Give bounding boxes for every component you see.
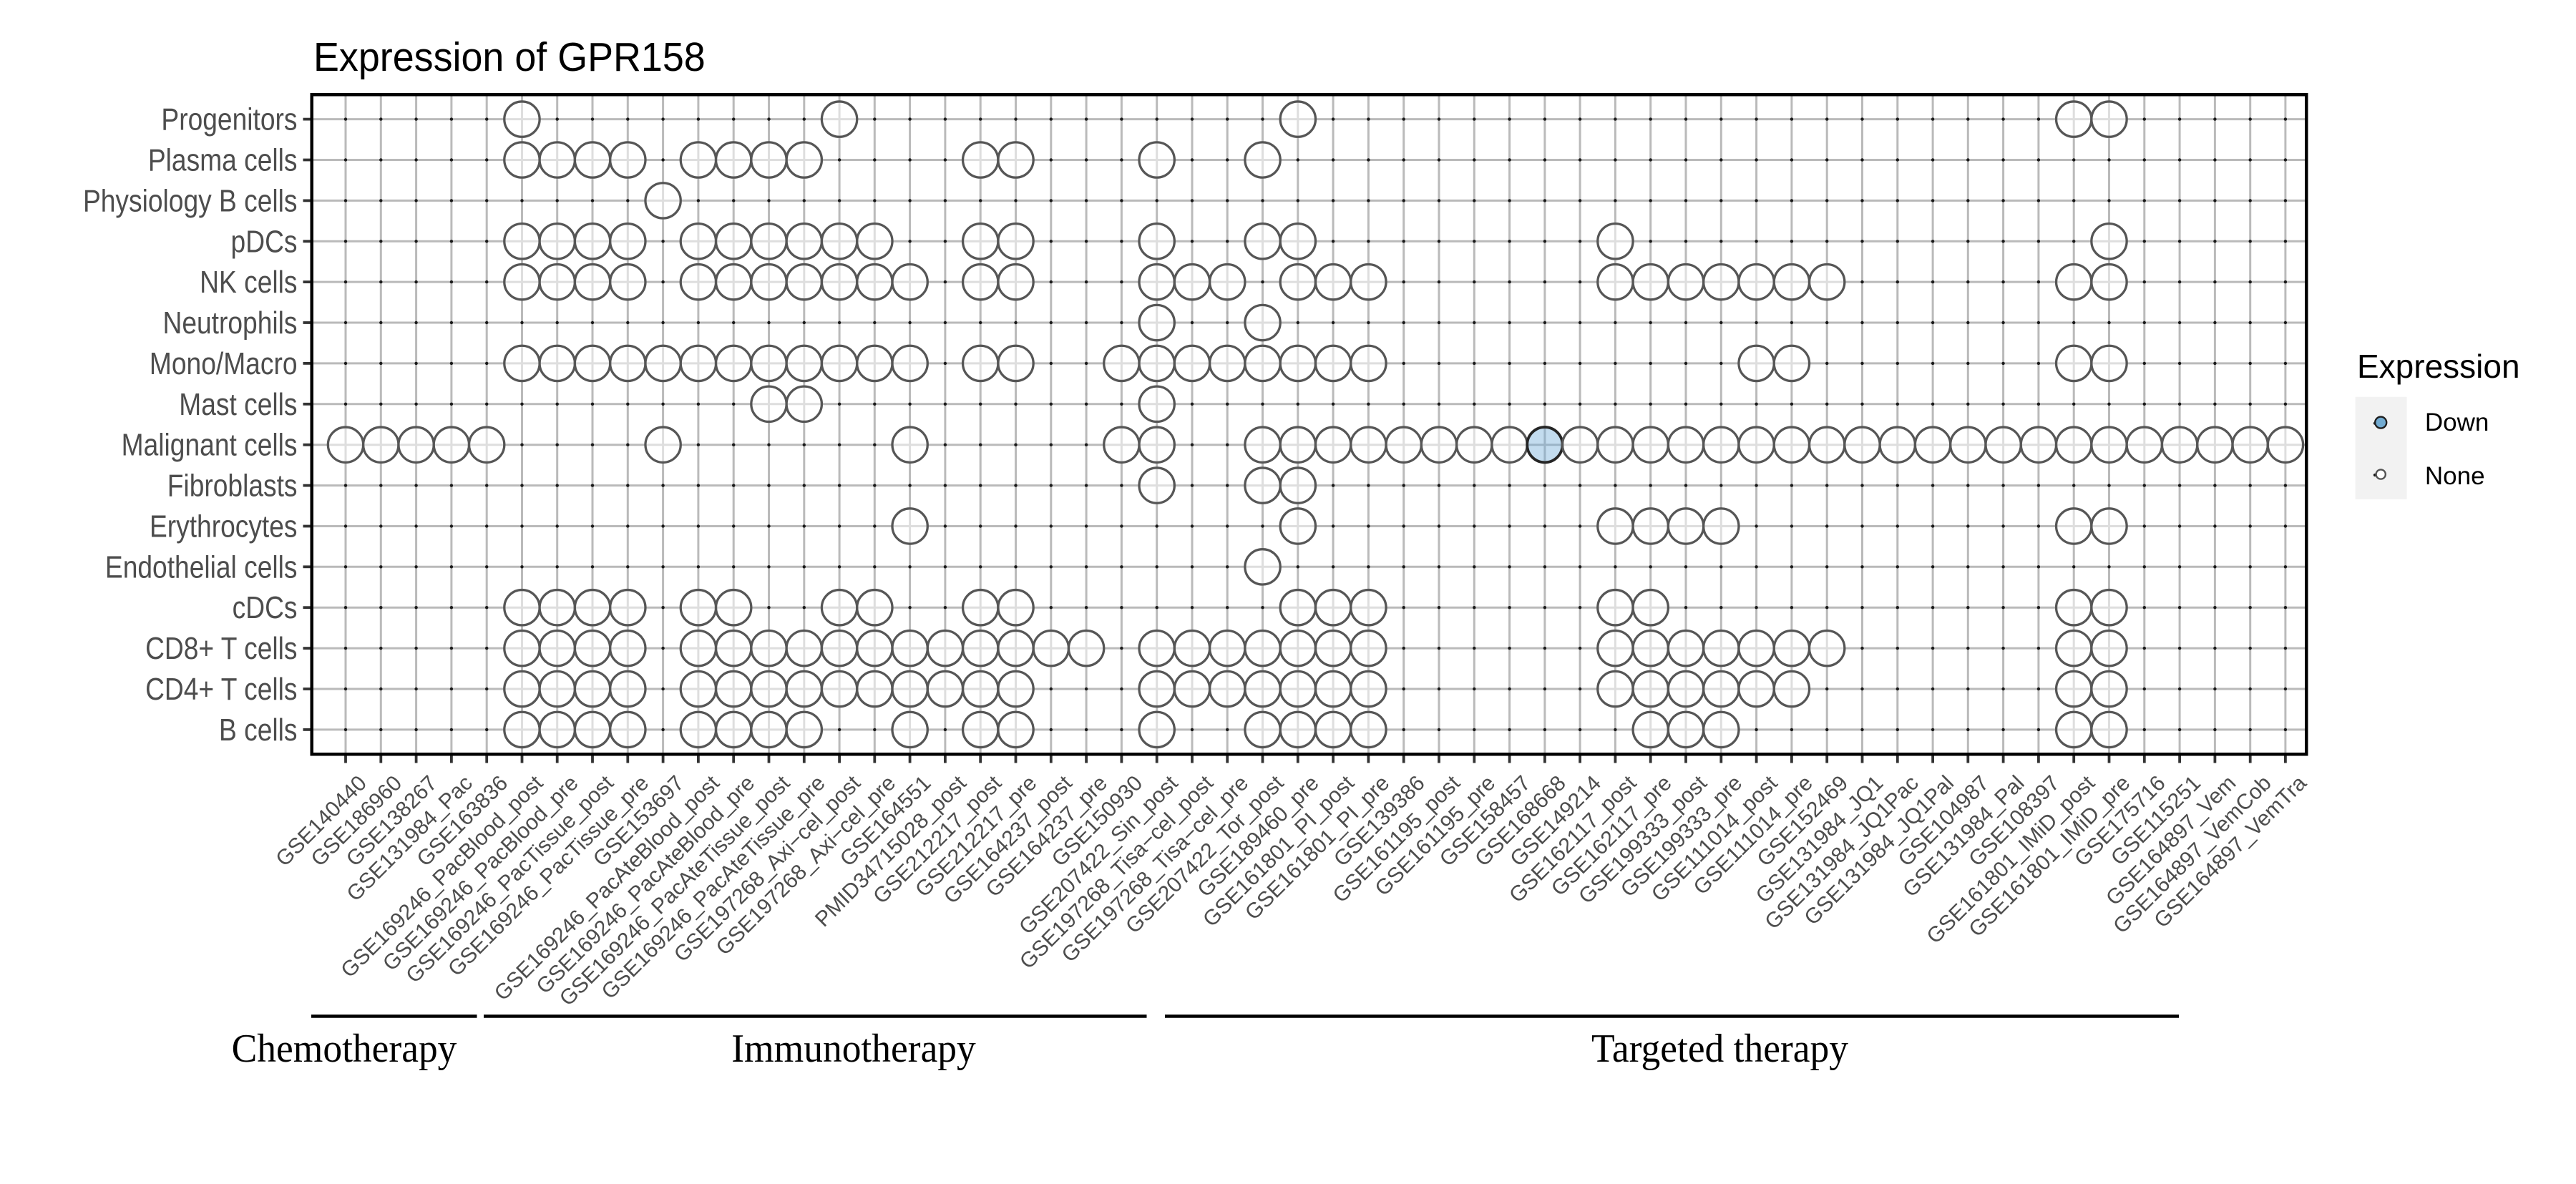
svg-text:Progenitors: Progenitors	[161, 102, 297, 137]
svg-text:Down: Down	[2425, 408, 2489, 436]
svg-text:B cells: B cells	[219, 712, 297, 748]
svg-text:NK cells: NK cells	[200, 264, 297, 300]
svg-text:Neutrophils: Neutrophils	[162, 305, 297, 341]
svg-text:Erythrocytes: Erythrocytes	[150, 509, 298, 544]
svg-text:pDCs: pDCs	[231, 223, 298, 259]
svg-text:Expression of GPR158: Expression of GPR158	[313, 34, 706, 80]
svg-text:Chemotherapy: Chemotherapy	[232, 1026, 457, 1070]
svg-text:Malignant cells: Malignant cells	[122, 427, 298, 463]
svg-text:cDCs: cDCs	[233, 589, 298, 625]
svg-text:CD4+ T cells: CD4+ T cells	[145, 671, 297, 707]
svg-text:Targeted therapy: Targeted therapy	[1591, 1026, 1849, 1070]
svg-text:Fibroblasts: Fibroblasts	[167, 468, 298, 504]
svg-text:None: None	[2425, 462, 2485, 490]
svg-text:Endothelial cells: Endothelial cells	[105, 549, 298, 584]
svg-text:CD8+ T cells: CD8+ T cells	[145, 630, 297, 666]
svg-text:Expression: Expression	[2357, 348, 2520, 385]
svg-text:Plasma cells: Plasma cells	[148, 142, 298, 178]
svg-text:Mast cells: Mast cells	[179, 386, 297, 422]
svg-text:Physiology B cells: Physiology B cells	[83, 182, 298, 218]
svg-text:Mono/Macro: Mono/Macro	[150, 346, 298, 381]
svg-text:Immunotherapy: Immunotherapy	[731, 1026, 976, 1070]
